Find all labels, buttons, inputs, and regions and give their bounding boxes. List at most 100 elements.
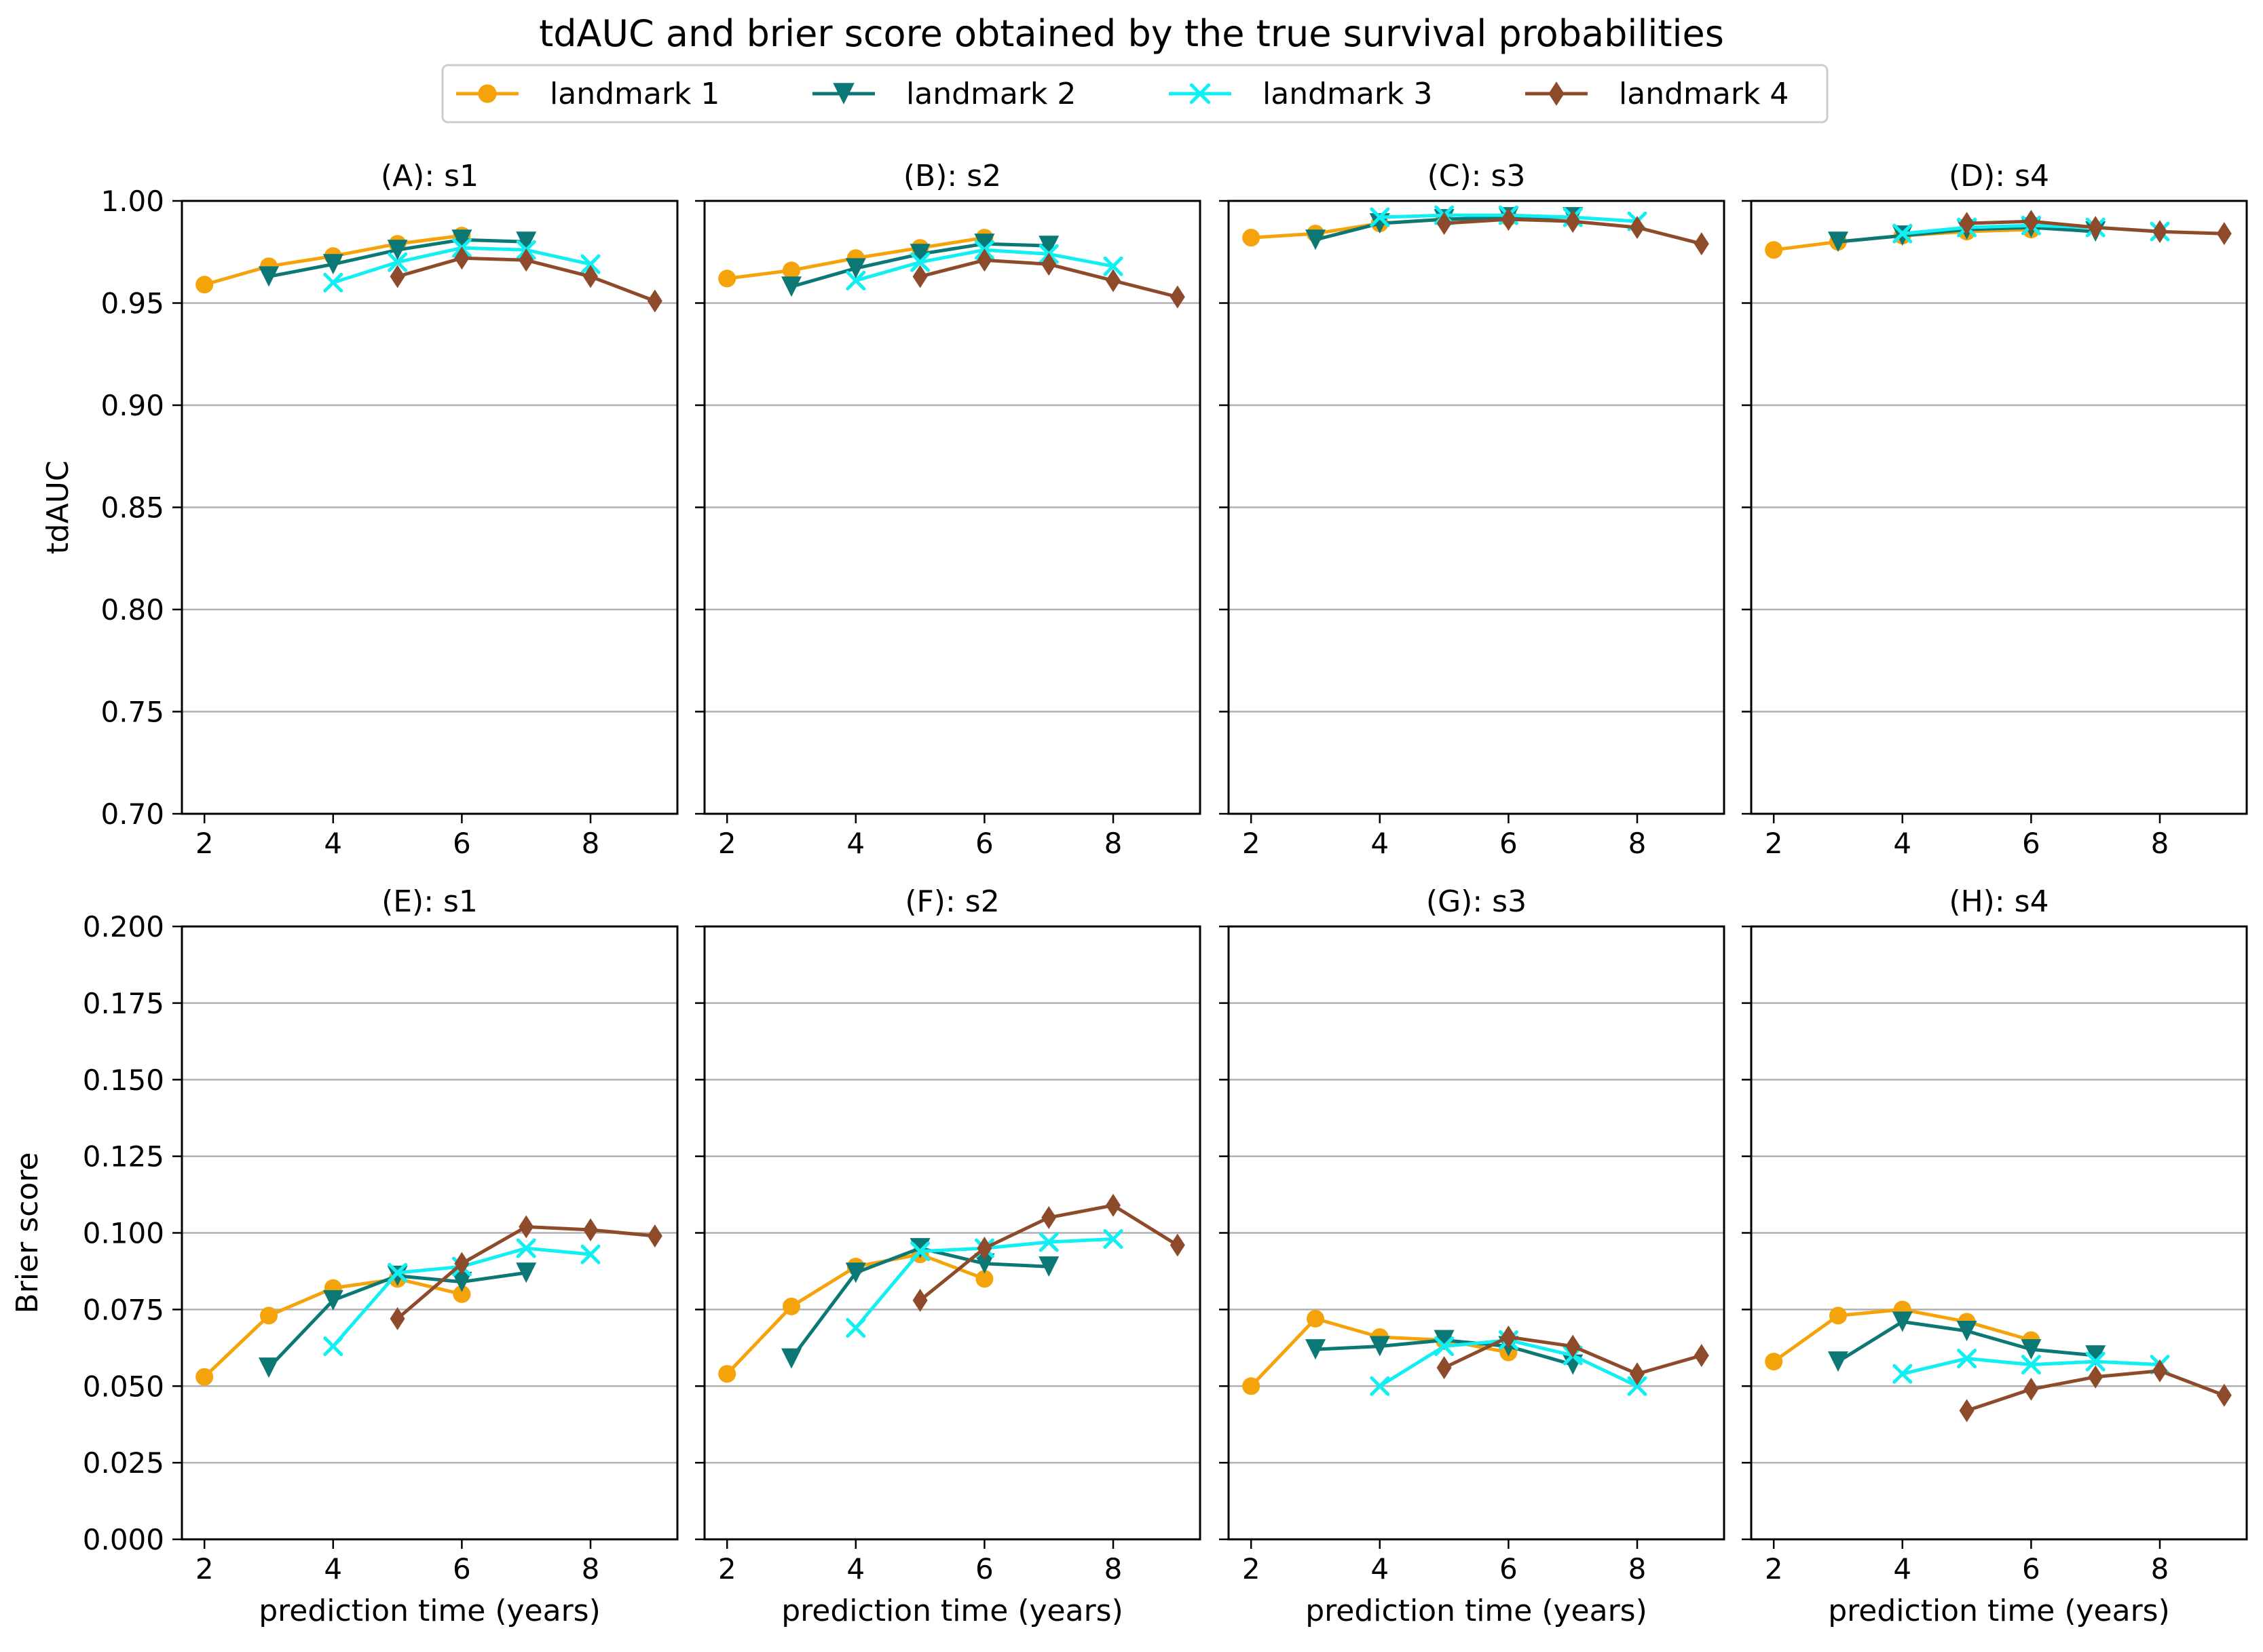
y-axis-label: tdAUC <box>41 460 75 554</box>
axes-frame <box>703 200 1201 815</box>
series-landmark-4 <box>1959 210 2232 246</box>
y-tick-label: 0.80 <box>100 593 164 626</box>
data-point <box>1501 1326 1516 1349</box>
series-landmark-4 <box>1436 208 1709 256</box>
legend-frame <box>441 64 1829 124</box>
series-landmark-3 <box>1892 1349 2170 1384</box>
x-tick-label: 8 <box>2151 1552 2169 1585</box>
data-point <box>718 269 736 288</box>
data-point <box>387 240 408 261</box>
x-tick-label: 8 <box>582 1552 600 1585</box>
subplot-title: (D): s4 <box>1949 159 2049 193</box>
series-landmark-2 <box>258 1262 537 1378</box>
data-point <box>782 261 800 280</box>
data-point <box>975 1270 994 1288</box>
data-point <box>2088 1365 2103 1389</box>
x-tick-label: 2 <box>195 1552 214 1585</box>
legend-label: landmark 1 <box>550 77 719 111</box>
x-tick-label: 6 <box>453 1552 471 1585</box>
data-point <box>910 244 931 265</box>
data-point <box>388 1262 408 1283</box>
data-point <box>1369 1336 1390 1357</box>
x-tick-label: 8 <box>1628 827 1647 860</box>
data-point <box>2152 1359 2168 1383</box>
subplot-title: (H): s4 <box>1949 884 2049 919</box>
data-point <box>323 1336 343 1357</box>
y-tick-label: 0.85 <box>100 491 164 525</box>
data-point <box>1039 236 1060 257</box>
x-tick-label: 8 <box>582 827 600 860</box>
data-point <box>519 248 534 272</box>
data-point <box>454 246 470 270</box>
data-point <box>1305 229 1326 250</box>
data-point <box>1827 231 1848 252</box>
y-tick-label: 1.00 <box>100 185 164 218</box>
x-tick-label: 4 <box>1893 827 1911 860</box>
axes-frame <box>703 925 1201 1541</box>
series-landmark-4 <box>912 248 1185 309</box>
axes-frame <box>1227 925 1725 1541</box>
data-point <box>974 1253 995 1274</box>
x-axis-label: prediction time (years) <box>259 1594 601 1628</box>
y-tick-label: 0.95 <box>100 287 164 320</box>
legend-entry: landmark 4 <box>1525 77 1789 111</box>
x-tick-label: 2 <box>1242 827 1260 860</box>
series-landmark-2 <box>1827 1311 2106 1372</box>
subplot: 2 4 6 8 (B): s2 <box>695 159 1201 860</box>
axes-frame <box>1750 200 2248 815</box>
data-point <box>1827 1351 1848 1372</box>
data-point <box>516 1238 536 1258</box>
data-point <box>1434 1336 1455 1357</box>
data-point <box>1627 1376 1647 1396</box>
x-tick-label: 2 <box>1242 1552 1260 1585</box>
data-point <box>583 265 599 288</box>
x-tick-label: 2 <box>195 827 214 860</box>
data-point <box>1103 256 1123 276</box>
y-axis-label: Brier score <box>10 1152 45 1314</box>
x-tick-label: 2 <box>1765 1552 1783 1585</box>
data-point <box>1170 1233 1185 1257</box>
data-point <box>1892 223 1913 244</box>
data-point <box>580 254 601 274</box>
legend-label: landmark 2 <box>906 77 1076 111</box>
y-tick-label: 0.150 <box>83 1064 164 1097</box>
data-point <box>1436 1356 1452 1380</box>
x-tick-label: 4 <box>1893 1552 1911 1585</box>
data-point <box>1829 1307 1847 1325</box>
data-point <box>516 231 537 252</box>
data-point <box>2023 1377 2039 1401</box>
series-landmark-4 <box>390 246 662 313</box>
data-point <box>1501 208 1516 231</box>
subplot-title: (B): s2 <box>903 159 1001 193</box>
x-tick-label: 8 <box>1628 1552 1647 1585</box>
data-point <box>781 276 802 297</box>
data-point <box>322 1290 343 1311</box>
x-tick-label: 2 <box>718 827 736 860</box>
data-point <box>1630 1362 1645 1386</box>
x-tick-label: 4 <box>324 1552 342 1585</box>
axes-frame <box>1750 925 2248 1541</box>
y-tick-label: 0.075 <box>83 1293 164 1326</box>
data-point <box>258 1357 279 1378</box>
data-point <box>454 1252 470 1275</box>
data-point <box>2085 1351 2106 1372</box>
y-tick-label: 0.025 <box>83 1446 164 1480</box>
axes-frame <box>181 925 679 1541</box>
data-point <box>1434 1330 1455 1351</box>
data-point <box>1765 241 1783 259</box>
x-tick-label: 8 <box>2151 827 2169 860</box>
series-landmark-2 <box>781 1238 1060 1369</box>
legend-marker <box>1548 81 1565 106</box>
x-tick-label: 4 <box>846 1552 865 1585</box>
data-point <box>2021 1355 2041 1375</box>
data-point <box>1103 1229 1123 1250</box>
data-point <box>1170 285 1185 309</box>
data-point <box>845 1262 866 1283</box>
data-point <box>845 258 866 279</box>
axes-frame <box>1227 200 1725 815</box>
legend-entry: landmark 3 <box>1169 77 1432 111</box>
data-point <box>323 272 343 293</box>
subplot: 2 4 6 8 (G): s3 prediction time (years) <box>1219 884 1725 1628</box>
data-point <box>1370 1376 1390 1396</box>
